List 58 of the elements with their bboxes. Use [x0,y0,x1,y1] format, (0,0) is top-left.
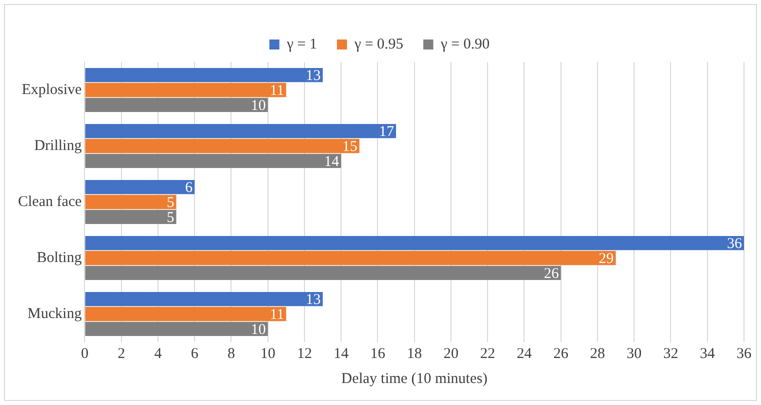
bar [85,98,268,112]
x-tick-label: 20 [443,346,458,362]
data-label: 6 [185,180,194,196]
data-label: 10 [250,322,266,338]
bar [85,250,616,266]
bar [85,124,396,138]
x-tick-label: 22 [480,346,496,362]
data-label: 11 [270,306,284,323]
x-tick-label: 0 [80,346,88,362]
data-label: 17 [379,124,395,140]
y-tick-label: Bolting [36,250,82,266]
y-tick-label: Explosive [22,82,82,98]
data-label: 26 [544,266,560,282]
bar [85,194,176,210]
x-tick-label: 4 [154,346,162,362]
x-tick-label: 36 [736,346,752,362]
bar [85,266,561,280]
x-tick-label: 6 [190,346,199,362]
x-tick-label: 16 [370,346,386,362]
bar [85,138,360,154]
x-tick-label: 26 [553,346,569,362]
bar [85,306,286,322]
bar [85,68,323,82]
x-tick-label: 30 [626,346,642,362]
data-label: 11 [270,82,284,99]
data-label: 36 [727,236,742,252]
x-tick-label: 12 [296,346,312,362]
bar [85,82,286,98]
y-tick-label: Drilling [34,138,82,154]
data-label: 14 [324,154,340,170]
x-tick-label: 28 [590,346,605,362]
x-tick-label: 2 [118,346,126,362]
x-tick-label: 34 [700,346,716,362]
x-tick-label: 24 [516,346,532,362]
bar [85,236,744,250]
x-tick-label: 32 [663,346,678,362]
legend-label: γ = 0.90 [440,36,490,52]
x-tick-label: 18 [406,346,422,362]
data-label: 15 [342,138,358,155]
y-tick-label: Mucking [28,306,82,322]
y-tick-label: Clean face [18,194,82,210]
x-tick-label: 10 [260,346,276,362]
bar [85,154,342,168]
legend-label: γ = 0.95 [353,36,404,52]
data-label: 13 [306,68,321,84]
x-tick-label: 14 [334,346,350,362]
x-axis-title: Delay time (10 minutes) [341,370,488,387]
data-label: 10 [250,98,266,114]
bar [85,210,176,224]
data-label: 5 [166,194,174,211]
legend-label: γ = 1 [286,36,317,52]
data-label: 29 [598,250,614,267]
data-label: 5 [166,210,174,226]
bar [85,292,323,306]
bar [85,322,268,336]
bar [85,180,195,194]
x-tick-label: 8 [227,346,235,362]
data-label: 13 [306,292,321,308]
